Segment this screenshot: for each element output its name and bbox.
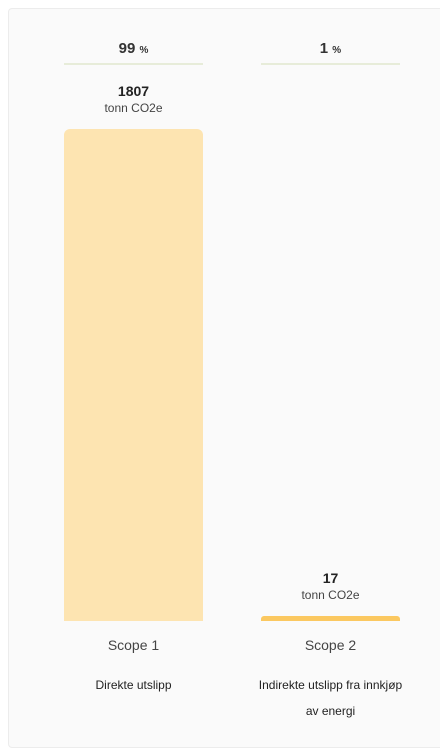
unit-label: tonn CO2e xyxy=(104,101,163,115)
description: Direkte utslipp xyxy=(95,678,172,692)
bar xyxy=(64,129,203,621)
share-unit: % xyxy=(139,45,149,56)
value-label: 1807 xyxy=(117,83,150,99)
share-value: 1 xyxy=(319,40,333,57)
bar xyxy=(261,616,400,621)
divider xyxy=(261,63,400,65)
share: 1 % xyxy=(261,40,400,57)
unit-label: tonn CO2e xyxy=(301,588,360,603)
category-label: Scope 2 xyxy=(304,637,357,653)
divider xyxy=(64,63,203,65)
share-value: 99 xyxy=(118,40,140,57)
category-label: Scope 1 xyxy=(107,637,160,653)
description: Indirekte utslipp fra innkjøp av energi xyxy=(258,678,403,718)
value-label: 17 xyxy=(322,570,339,587)
share-unit: % xyxy=(332,45,342,56)
share: 99 % xyxy=(64,40,203,57)
